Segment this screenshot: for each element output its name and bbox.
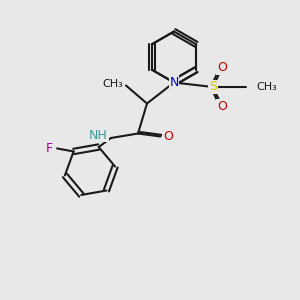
Text: N: N	[169, 76, 179, 89]
Text: CH₃: CH₃	[256, 82, 277, 92]
Text: O: O	[217, 61, 227, 74]
Text: F: F	[46, 142, 53, 155]
Text: S: S	[209, 80, 217, 94]
Text: O: O	[163, 130, 173, 143]
Text: CH₃: CH₃	[102, 79, 123, 89]
Text: NH: NH	[89, 128, 108, 142]
Text: O: O	[217, 100, 227, 113]
